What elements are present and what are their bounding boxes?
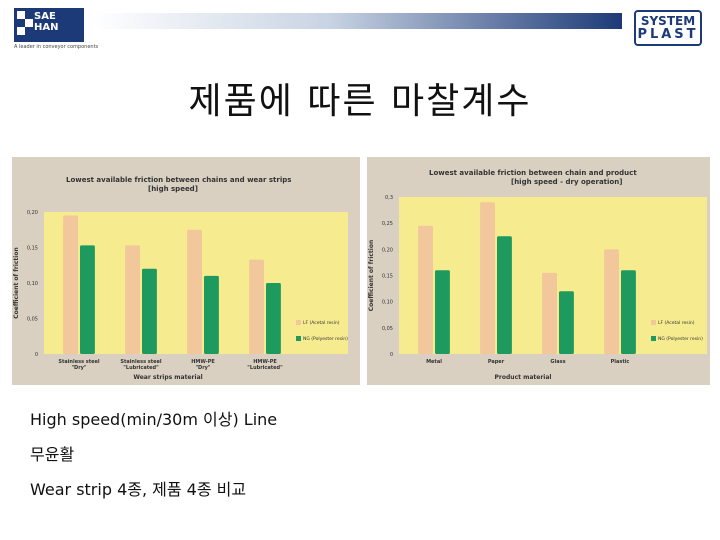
y-tick-label: 0,05: [27, 317, 38, 323]
bar-lf: [480, 202, 495, 354]
page-title: 제품에 따른 마찰계수: [188, 81, 532, 122]
bar-ng: [142, 268, 157, 354]
x-axis-label: Product material: [495, 374, 552, 381]
bar-ng: [497, 236, 512, 354]
bar-ng: [559, 291, 574, 354]
y-axis-label: Coefficient of friction: [13, 247, 20, 319]
bar-ng: [435, 270, 450, 354]
logo-tagline: A leader in conveyor components: [14, 44, 99, 50]
bar-ng: [80, 245, 95, 354]
legend-label: LF (Acetal resin): [658, 320, 695, 326]
logo-right-line1: SYSTEM: [640, 14, 696, 28]
y-tick-label: 0: [35, 352, 38, 358]
bar-lf: [249, 259, 264, 354]
chart-subtitle: [high speed - dry operation]: [511, 178, 622, 186]
x-tick-label: Stainless steel: [120, 359, 162, 365]
x-tick-label: Plastic: [611, 359, 630, 365]
chart-svg: Lowest available friction between chains…: [13, 176, 348, 381]
description-line-2: 무윤활: [30, 445, 75, 464]
bar-ng: [266, 283, 281, 354]
header-gradient-bar: [92, 13, 622, 29]
logo-right-line2: PLAST: [637, 27, 699, 42]
x-tick-label: HMW-PE: [191, 359, 215, 365]
bar-ng: [204, 275, 219, 354]
legend-swatch: [296, 336, 301, 341]
y-tick-label: 0,20: [382, 247, 393, 253]
chart-title: Lowest available friction between chain …: [429, 169, 637, 177]
legend-label: LF (Acetal resin): [303, 320, 340, 326]
chart-wear-strips: Lowest available friction between chains…: [12, 157, 360, 385]
y-tick-label: 0,25: [382, 221, 393, 227]
y-tick-label: 0,20: [27, 210, 38, 216]
x-tick-label: "Lubricated": [123, 365, 159, 371]
systemplast-logo: SYSTEM PLAST: [634, 10, 702, 46]
legend-swatch: [296, 320, 301, 325]
x-tick-label: "Lubricated": [247, 365, 283, 371]
description-line-1: High speed(min/30m 이상) Line: [30, 410, 278, 429]
x-tick-label: Stainless steel: [58, 359, 100, 365]
y-tick-label: 0,10: [27, 281, 38, 287]
bar-lf: [604, 249, 619, 354]
chart-subtitle: [high speed]: [148, 185, 198, 193]
x-tick-label: HMW-PE: [253, 359, 277, 365]
y-tick-label: 0: [390, 352, 393, 358]
bar-lf: [418, 225, 433, 354]
bar-lf: [125, 245, 140, 354]
y-tick-label: 0,15: [382, 274, 393, 280]
logo-left-line2: HAN: [34, 22, 59, 33]
y-tick-label: 0,15: [27, 246, 38, 252]
bar-lf: [63, 215, 78, 354]
bar-ng: [621, 270, 636, 354]
y-tick-label: 0,10: [382, 300, 393, 306]
bar-lf: [542, 272, 557, 354]
x-tick-label: Paper: [488, 359, 505, 365]
chart-product-material: Lowest available friction between chain …: [367, 157, 710, 385]
x-tick-label: Glass: [550, 359, 565, 365]
bar-lf: [187, 229, 202, 354]
saehan-logo-mark: SAE HAN: [14, 8, 84, 42]
legend-swatch: [651, 336, 656, 341]
y-tick-label: 0,3: [385, 195, 393, 201]
chart-title: Lowest available friction between chains…: [66, 176, 291, 184]
x-tick-label: Metal: [426, 359, 442, 365]
logo-left-line1: SAE: [34, 11, 56, 22]
x-axis-label: Wear strips material: [133, 374, 202, 381]
x-tick-label: "Dry": [195, 365, 210, 371]
description-line-3: Wear strip 4종, 제품 4종 비교: [30, 480, 247, 499]
y-tick-label: 0,05: [382, 326, 393, 332]
legend-label: NG (Polyester resin): [658, 336, 703, 342]
legend-swatch: [651, 320, 656, 325]
legend-label: NG (Polyester resin): [303, 336, 348, 342]
y-axis-label: Coefficient of friction: [368, 240, 375, 312]
x-tick-label: "Dry": [71, 365, 86, 371]
saehan-logo: SAE HAN A leader in conveyor components: [14, 8, 98, 50]
chart-svg: Lowest available friction between chain …: [368, 169, 707, 381]
